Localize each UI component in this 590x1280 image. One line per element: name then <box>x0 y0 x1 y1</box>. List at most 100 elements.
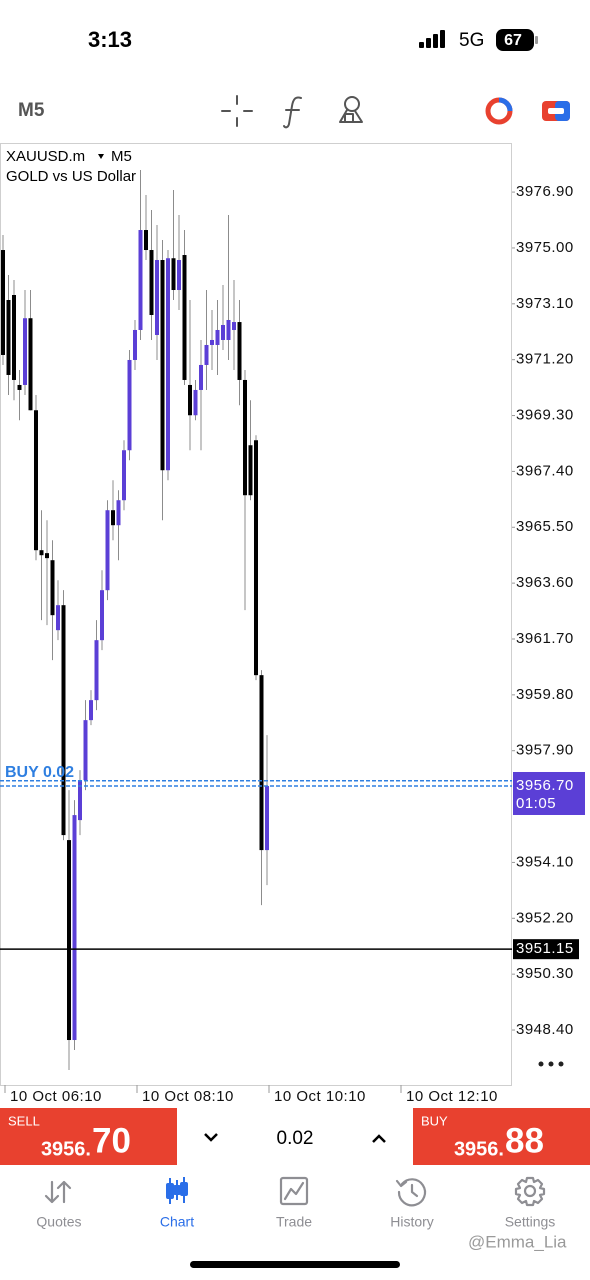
candle-body <box>23 318 27 385</box>
tab-label[interactable]: Trade <box>276 1214 312 1230</box>
candle-body <box>248 445 253 496</box>
sell-label: SELL <box>8 1113 40 1128</box>
candle-body <box>199 364 203 390</box>
buy-button[interactable] <box>413 1108 590 1165</box>
history-tab-icon[interactable] <box>395 1178 427 1207</box>
volume-decrease[interactable] <box>204 1133 218 1142</box>
tab-label-active[interactable]: Chart <box>160 1214 194 1230</box>
candle-body <box>155 260 159 335</box>
crosshair-button[interactable] <box>221 95 253 127</box>
y-tick-label: 3961.70 <box>516 630 574 647</box>
candle-body <box>72 815 77 1041</box>
candle-body <box>56 605 60 631</box>
candle-body <box>100 590 104 641</box>
volume-increase[interactable] <box>372 1134 386 1143</box>
y-tick-label: 3952.20 <box>516 909 574 926</box>
sell-button[interactable] <box>0 1108 177 1165</box>
timeframe-button[interactable]: M5 <box>18 100 45 121</box>
y-tick-label: 3950.30 <box>516 965 574 982</box>
candle-body <box>215 329 220 345</box>
battery-cap <box>535 36 538 44</box>
candle-body <box>149 250 154 315</box>
candle-body <box>265 785 269 851</box>
y-tick-label: 3971.20 <box>516 351 574 368</box>
candle-body <box>138 230 143 330</box>
candle-body <box>204 344 209 365</box>
y-tick-label: 3965.50 <box>516 518 574 535</box>
candle-body <box>232 322 236 330</box>
network-label: 5G <box>459 30 484 51</box>
candle-body <box>122 450 126 501</box>
status-time: 3:13 <box>88 27 132 52</box>
objects-button[interactable] <box>339 96 363 123</box>
y-tick-label: 3973.10 <box>516 295 574 312</box>
candle-body <box>34 410 38 551</box>
y-tick-label: 3959.80 <box>516 686 574 703</box>
candle-body <box>39 550 44 556</box>
tab-label[interactable]: Settings <box>505 1214 556 1230</box>
candle-body <box>127 359 132 451</box>
battery-icon <box>496 29 534 51</box>
candle-body <box>177 260 181 291</box>
x-tick-label: 10 Oct 10:10 <box>274 1088 366 1105</box>
candle-body <box>171 258 176 291</box>
chart-subtitle: GOLD vs US Dollar <box>6 168 136 185</box>
level-box <box>513 939 579 960</box>
signal-icon <box>419 30 445 48</box>
x-tick-label: 10 Oct 08:10 <box>142 1088 234 1105</box>
candle-body <box>12 295 16 380</box>
candle-body <box>259 675 264 851</box>
candle-body <box>226 319 231 340</box>
y-tick-label: 3975.00 <box>516 239 574 256</box>
y-tick-label: 3976.90 <box>516 183 574 200</box>
chart-timeframe: M5 <box>111 148 132 165</box>
y-tick-label: 3969.30 <box>516 407 574 424</box>
candle-body <box>166 258 170 471</box>
y-tick-label: 3957.90 <box>516 742 574 759</box>
symbol-label[interactable]: XAUUSD.m <box>6 148 85 165</box>
sell-price-head: 3956. <box>41 1138 91 1160</box>
candle-body <box>45 553 49 559</box>
more-button[interactable] <box>538 1061 564 1067</box>
candle-body <box>94 640 99 701</box>
indicators-button[interactable] <box>283 96 302 129</box>
level-label: 3951.15 <box>516 940 574 957</box>
candle-body <box>221 324 225 340</box>
candle-body <box>67 840 71 1041</box>
candle-body <box>160 260 165 471</box>
current-price-box <box>513 771 585 815</box>
candle-body <box>116 500 121 526</box>
sell-price-tail: 70 <box>92 1121 131 1160</box>
trade-button[interactable] <box>542 101 570 121</box>
chart-tab-icon[interactable] <box>166 1177 188 1204</box>
y-tick-label: 3967.40 <box>516 462 574 479</box>
symbol-dropdown-icon[interactable] <box>98 154 104 159</box>
buy-price-tail: 88 <box>505 1121 544 1160</box>
candle-body <box>182 255 187 380</box>
candle-body <box>105 510 110 591</box>
volume-value[interactable]: 0.02 <box>277 1128 314 1149</box>
candle-body <box>61 605 66 836</box>
candle-body <box>111 510 115 526</box>
candle-body <box>254 440 258 676</box>
plot: 3976.90 3975.00 3973.10 3971.20 3969.30 3967.… <box>0 170 585 1105</box>
candle-body <box>50 560 55 616</box>
tab-label[interactable]: History <box>390 1214 434 1230</box>
tab-label[interactable]: Quotes <box>36 1214 81 1230</box>
candle-body <box>78 780 82 821</box>
candle-body <box>28 318 33 411</box>
candle-body <box>210 339 214 345</box>
buy-label: BUY <box>421 1113 448 1128</box>
trade-tab-icon[interactable] <box>279 1176 309 1206</box>
x-tick-label: 10 Oct 06:10 <box>10 1088 102 1105</box>
candle-body <box>243 379 247 496</box>
candle-body <box>1 250 5 355</box>
candle-body <box>6 300 11 375</box>
account-button[interactable] <box>485 97 513 125</box>
candle-body <box>144 230 148 251</box>
quotes-icon[interactable] <box>44 1180 72 1204</box>
settings-tab-icon[interactable] <box>514 1176 546 1207</box>
x-tick-label: 10 Oct 12:10 <box>406 1088 498 1105</box>
